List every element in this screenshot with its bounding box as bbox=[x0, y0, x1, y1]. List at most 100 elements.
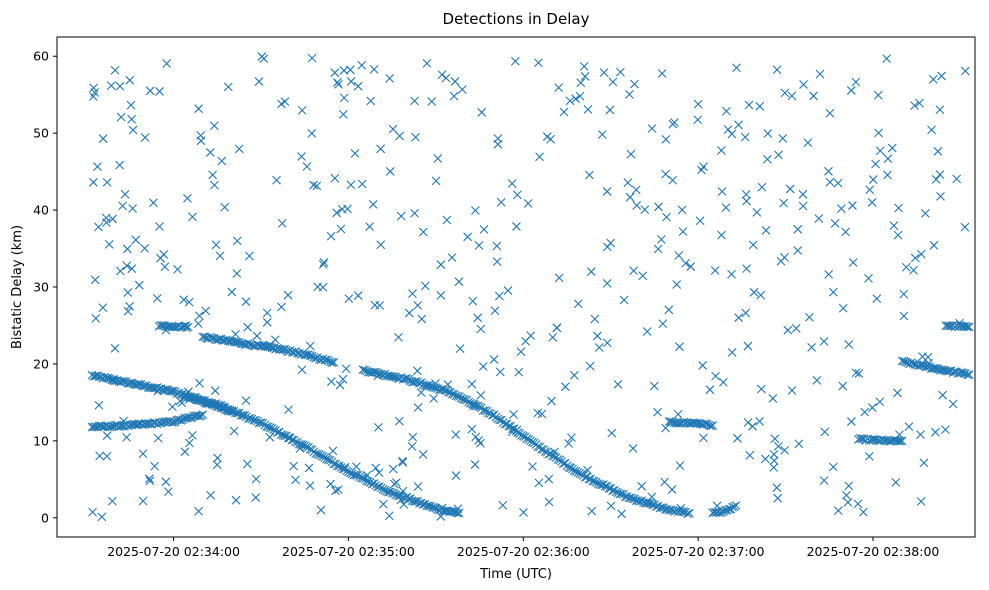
data-point bbox=[503, 286, 513, 295]
data-point bbox=[477, 107, 487, 117]
data-point bbox=[291, 475, 300, 485]
data-point bbox=[156, 253, 165, 263]
data-point bbox=[110, 65, 120, 75]
data-point bbox=[962, 370, 972, 380]
data-point bbox=[213, 453, 222, 463]
data-point bbox=[242, 459, 252, 469]
x-tick-label: 2025-07-20 02:36:00 bbox=[457, 544, 590, 559]
data-point bbox=[396, 211, 406, 221]
data-point bbox=[108, 214, 118, 224]
data-point bbox=[376, 144, 386, 154]
data-point bbox=[319, 257, 329, 267]
data-point bbox=[371, 463, 381, 473]
y-tick-label: 10 bbox=[33, 433, 49, 448]
data-point bbox=[943, 366, 952, 376]
data-point bbox=[194, 395, 204, 405]
data-point bbox=[676, 503, 686, 513]
data-point bbox=[740, 132, 750, 142]
data-point bbox=[661, 169, 671, 179]
data-point bbox=[297, 152, 306, 161]
data-point bbox=[629, 266, 639, 276]
data-point bbox=[828, 462, 838, 472]
data-point bbox=[307, 53, 317, 63]
data-point bbox=[394, 332, 403, 342]
data-point bbox=[769, 463, 779, 472]
data-point bbox=[787, 91, 797, 101]
data-point bbox=[284, 433, 294, 443]
data-point bbox=[899, 289, 909, 299]
data-point bbox=[195, 378, 204, 388]
data-point bbox=[153, 433, 163, 443]
data-point bbox=[633, 496, 643, 506]
data-point bbox=[467, 424, 477, 434]
data-point bbox=[770, 434, 780, 444]
data-point bbox=[209, 121, 219, 131]
data-point bbox=[366, 96, 376, 106]
y-tick-label: 60 bbox=[33, 49, 49, 64]
data-point bbox=[378, 499, 388, 509]
data-point bbox=[413, 482, 423, 491]
data-point bbox=[409, 377, 419, 387]
data-point bbox=[494, 291, 504, 301]
data-point bbox=[918, 352, 927, 361]
data-point bbox=[756, 384, 766, 394]
data-point bbox=[302, 162, 312, 171]
data-point bbox=[755, 416, 764, 426]
data-point bbox=[295, 444, 305, 453]
data-point bbox=[794, 439, 804, 449]
data-point bbox=[393, 373, 402, 383]
data-point bbox=[185, 438, 194, 448]
data-point bbox=[919, 458, 929, 468]
data-point bbox=[373, 422, 383, 432]
data-point bbox=[120, 189, 130, 199]
data-point bbox=[933, 146, 943, 156]
data-point bbox=[471, 206, 480, 215]
data-point bbox=[875, 397, 885, 407]
data-point bbox=[507, 427, 517, 437]
data-point bbox=[385, 167, 395, 176]
data-point bbox=[231, 329, 240, 339]
data-point bbox=[326, 479, 335, 489]
data-point bbox=[647, 492, 657, 502]
data-point bbox=[116, 112, 126, 122]
data-point bbox=[270, 335, 280, 345]
data-point bbox=[762, 154, 772, 164]
data-point bbox=[894, 203, 903, 213]
data-point bbox=[208, 170, 218, 180]
data-point bbox=[343, 204, 352, 214]
data-point bbox=[161, 417, 171, 426]
data-point bbox=[594, 343, 604, 352]
data-point bbox=[673, 409, 683, 419]
data-point bbox=[169, 386, 178, 396]
data-point bbox=[122, 244, 132, 254]
data-point bbox=[194, 311, 204, 321]
data-point bbox=[436, 290, 446, 300]
data-point bbox=[727, 348, 737, 357]
data-point bbox=[961, 321, 970, 331]
data-point bbox=[418, 227, 428, 237]
data-point bbox=[395, 131, 404, 141]
data-point bbox=[312, 181, 322, 191]
data-point bbox=[297, 365, 307, 375]
data-point bbox=[772, 65, 782, 75]
data-point bbox=[184, 297, 194, 307]
data-point bbox=[768, 394, 778, 403]
data-point bbox=[867, 198, 877, 207]
data-point bbox=[615, 489, 625, 499]
data-point bbox=[357, 179, 367, 189]
data-point bbox=[512, 190, 522, 200]
data-point bbox=[677, 205, 687, 215]
data-point bbox=[278, 430, 288, 440]
data-point bbox=[602, 187, 612, 196]
data-point bbox=[867, 403, 877, 413]
data-point bbox=[476, 391, 486, 400]
data-point bbox=[819, 476, 829, 485]
data-point bbox=[399, 499, 409, 509]
data-point bbox=[533, 442, 543, 451]
data-point bbox=[331, 486, 340, 496]
data-point bbox=[193, 319, 203, 328]
data-point bbox=[683, 509, 692, 519]
data-point bbox=[824, 269, 834, 279]
data-point bbox=[384, 511, 394, 521]
data-point bbox=[353, 291, 363, 300]
